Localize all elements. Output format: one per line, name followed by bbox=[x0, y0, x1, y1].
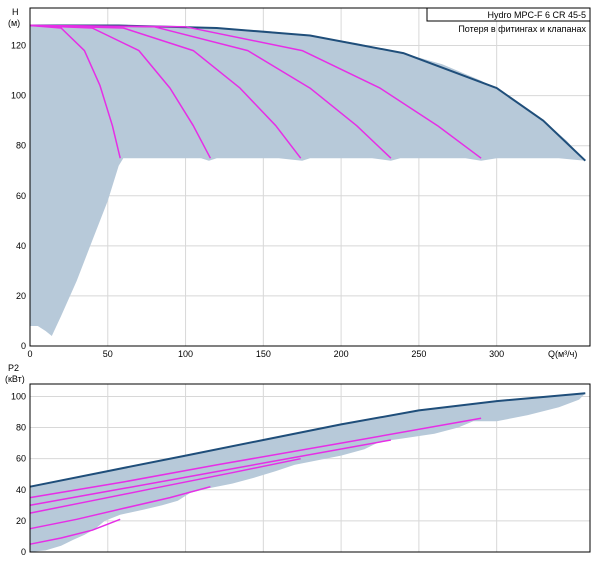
head-y-tick-labels: 0 20 40 60 80 100 120 bbox=[11, 41, 26, 351]
head-stage-curve-5 bbox=[29, 24, 482, 159]
head-x-tick-100: 100 bbox=[178, 349, 193, 359]
head-x-tick-50: 50 bbox=[103, 349, 113, 359]
legend-box: Hydro MPC-F 6 CR 45-5 Потеря в фитингах … bbox=[426, 7, 591, 34]
head-chart: 0 20 40 60 80 100 120 0 50 100 150 200 250 300 H (м)… bbox=[8, 7, 591, 359]
power-chart: 0 20 40 60 80 100 P2 (кВт) bbox=[5, 363, 591, 557]
head-y-tick-40: 40 bbox=[16, 241, 26, 251]
power-y-tick-60: 60 bbox=[16, 454, 26, 464]
head-x-tick-200: 200 bbox=[334, 349, 349, 359]
power-envelope-edge bbox=[29, 392, 586, 488]
legend-title: Hydro MPC-F 6 CR 45-5 bbox=[487, 10, 586, 20]
power-stage-curve-4 bbox=[29, 439, 392, 507]
head-plot-frame bbox=[29, 7, 591, 347]
power-envelope bbox=[30, 393, 586, 552]
power-y-tick-80: 80 bbox=[16, 423, 26, 433]
power-stage-curve-2 bbox=[29, 485, 211, 530]
power-y-tick-20: 20 bbox=[16, 516, 26, 526]
head-x-tick-250: 250 bbox=[411, 349, 426, 359]
power-envelope-area bbox=[30, 393, 586, 552]
power-curves bbox=[29, 392, 586, 545]
head-envelope bbox=[30, 25, 586, 336]
head-y-tick-120: 120 bbox=[11, 41, 26, 51]
head-y-axis-unit: (м) bbox=[8, 18, 20, 28]
head-y-tick-60: 60 bbox=[16, 191, 26, 201]
head-x-tick-300: 300 bbox=[489, 349, 504, 359]
power-stage-curve-5 bbox=[29, 417, 482, 499]
head-envelope-area bbox=[30, 25, 586, 336]
head-curves bbox=[29, 24, 586, 162]
power-y-tick-100: 100 bbox=[11, 391, 26, 401]
power-plot-frame bbox=[29, 383, 591, 553]
power-y-tick-labels: 0 20 40 60 80 100 bbox=[11, 391, 26, 557]
head-x-tick-labels: 0 50 100 150 200 250 300 bbox=[27, 349, 504, 359]
legend-subtitle: Потеря в фитингах и клапанах bbox=[458, 24, 586, 34]
head-x-tick-0: 0 bbox=[27, 349, 32, 359]
power-y-tick-0: 0 bbox=[21, 547, 26, 557]
head-y-tick-20: 20 bbox=[16, 291, 26, 301]
power-y-axis-label: P2 bbox=[8, 363, 19, 373]
head-stage-curve-1 bbox=[29, 24, 121, 159]
head-stage-curve-3 bbox=[29, 24, 302, 159]
head-y-tick-100: 100 bbox=[11, 91, 26, 101]
power-y-tick-40: 40 bbox=[16, 485, 26, 495]
head-x-tick-150: 150 bbox=[256, 349, 271, 359]
head-x-axis-label: Q(м³/ч) bbox=[548, 349, 577, 359]
power-stage-curve-1 bbox=[29, 518, 121, 545]
head-y-tick-80: 80 bbox=[16, 141, 26, 151]
head-y-tick-0: 0 bbox=[21, 341, 26, 351]
power-y-axis-unit: (кВт) bbox=[5, 374, 25, 384]
head-y-axis-label: H bbox=[12, 7, 19, 17]
power-stage-curve-3 bbox=[29, 457, 301, 514]
